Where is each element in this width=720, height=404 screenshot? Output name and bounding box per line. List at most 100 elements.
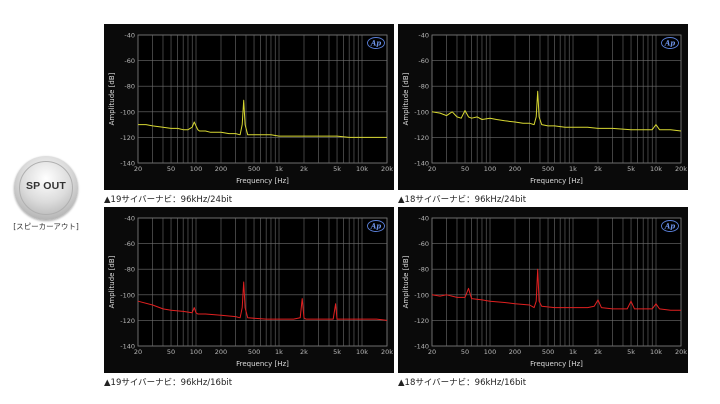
chart-panel-3: -40 -60 -80 -100 -120 -140 20 50 100 200 500 1k 2k 5k…: [104, 207, 394, 373]
x-tick-label: 20k: [675, 348, 687, 356]
x-tick-label: 200: [215, 165, 227, 173]
x-tick-label: 10k: [356, 348, 368, 356]
x-tick-label: 2k: [594, 165, 602, 173]
y-tick-label: -100: [120, 108, 135, 116]
ap-logo-ring: [661, 220, 679, 232]
ap-logo: Ap: [664, 39, 675, 48]
x-tick-label: 200: [509, 348, 521, 356]
x-tick-label: 1k: [275, 348, 283, 356]
chart-caption-1: ▲19サイバーナビ：96kHz/24bit: [104, 195, 233, 205]
y-tick-label: -60: [124, 240, 135, 248]
x-tick-label: 5k: [333, 165, 341, 173]
y-tick-label: -140: [414, 160, 429, 168]
x-tick-label: 5k: [333, 348, 341, 356]
x-tick-label: 100: [484, 165, 496, 173]
x-tick-label: 2k: [300, 348, 308, 356]
x-axis-label: Frequency [Hz]: [236, 360, 289, 368]
x-tick-label: 20: [134, 165, 142, 173]
sp-out-label: SP OUT: [25, 180, 67, 192]
x-tick-label: 2k: [594, 348, 602, 356]
y-tick-label: -80: [124, 83, 135, 91]
y-tick-label: -140: [120, 160, 135, 168]
plot-area: [137, 217, 388, 347]
y-tick-label: -80: [418, 266, 429, 274]
ap-logo: Ap: [370, 39, 381, 48]
x-tick-label: 500: [248, 348, 260, 356]
x-tick-label: 500: [542, 348, 554, 356]
sp-out-badge: SP OUT [スピーカーアウト]: [13, 156, 79, 232]
y-tick-label: -120: [414, 317, 429, 325]
chart-caption-4: ▲18サイバーナビ：96kHz/16bit: [398, 378, 527, 388]
chart-panel-1: -40 -60 -80 -100 -120 -140 20 50 100 200 500 1k 2k 5k…: [104, 24, 394, 190]
y-axis-label: Amplitude [dB]: [402, 72, 410, 125]
y-tick-label: -140: [120, 343, 135, 351]
x-tick-label: 10k: [356, 165, 368, 173]
x-tick-label: 20: [134, 348, 142, 356]
x-axis-label: Frequency [Hz]: [530, 177, 583, 185]
x-tick-label: 500: [248, 165, 260, 173]
y-tick-label: -120: [120, 317, 135, 325]
y-axis-label: Amplitude [dB]: [108, 255, 116, 308]
ap-logo: Ap: [370, 222, 381, 231]
y-tick-label: -60: [124, 57, 135, 65]
x-tick-label: 50: [461, 165, 469, 173]
y-tick-label: -100: [414, 108, 429, 116]
x-tick-label: 1k: [275, 165, 283, 173]
ap-logo-ring: [367, 37, 385, 49]
y-axis-label: Amplitude [dB]: [108, 72, 116, 125]
x-axis-label: Frequency [Hz]: [236, 177, 289, 185]
series-line: [431, 90, 682, 132]
sp-out-caption: [スピーカーアウト]: [13, 222, 79, 231]
x-tick-label: 20k: [675, 165, 687, 173]
x-tick-label: 2k: [300, 165, 308, 173]
x-tick-label: 50: [167, 348, 175, 356]
x-tick-label: 20: [428, 165, 436, 173]
ap-logo-ring: [367, 220, 385, 232]
chart-panel-2: -40 -60 -80 -100 -120 -140 20 50 100 200 500 1k 2k 5k…: [398, 24, 688, 190]
x-tick-label: 5k: [627, 165, 635, 173]
ap-logo-ring: [661, 37, 679, 49]
x-tick-label: 20k: [381, 165, 393, 173]
y-tick-label: -40: [124, 32, 135, 40]
x-tick-label: 10k: [650, 348, 662, 356]
ap-logo: Ap: [664, 222, 675, 231]
x-tick-label: 100: [484, 348, 496, 356]
y-tick-label: -60: [418, 240, 429, 248]
sp-out-ring: [19, 161, 73, 215]
x-tick-label: 500: [542, 165, 554, 173]
y-tick-label: -120: [120, 134, 135, 142]
x-tick-label: 100: [190, 348, 202, 356]
y-tick-label: -40: [418, 32, 429, 40]
x-tick-label: 200: [215, 348, 227, 356]
series-line: [138, 99, 387, 138]
plot-area: [431, 217, 682, 347]
y-tick-label: -100: [120, 291, 135, 299]
y-tick-label: -80: [418, 83, 429, 91]
x-tick-label: 100: [190, 165, 202, 173]
y-tick-label: -60: [418, 57, 429, 65]
chart-caption-3: ▲19サイバーナビ：96kHz/16bit: [104, 378, 233, 388]
y-axis-label: Amplitude [dB]: [402, 255, 410, 308]
x-tick-label: 20: [428, 348, 436, 356]
x-axis-label: Frequency [Hz]: [530, 360, 583, 368]
x-tick-label: 50: [461, 348, 469, 356]
y-tick-label: -80: [124, 266, 135, 274]
series-line: [137, 281, 388, 321]
x-tick-label: 5k: [627, 348, 635, 356]
y-tick-label: -40: [124, 215, 135, 223]
y-tick-label: -140: [414, 343, 429, 351]
plot-area: [137, 34, 388, 164]
y-tick-label: -120: [414, 134, 429, 142]
x-tick-label: 10k: [650, 165, 662, 173]
chart-panel-4: -40 -60 -80 -100 -120 -140 20 50 100 200 500 1k 2k 5k…: [398, 207, 688, 373]
chart-caption-2: ▲18サイバーナビ：96kHz/24bit: [398, 195, 527, 205]
x-tick-label: 50: [167, 165, 175, 173]
series-line: [431, 268, 681, 311]
plot-area: [431, 34, 682, 164]
x-tick-label: 1k: [569, 165, 577, 173]
x-tick-label: 20k: [381, 348, 393, 356]
y-tick-label: -40: [418, 215, 429, 223]
